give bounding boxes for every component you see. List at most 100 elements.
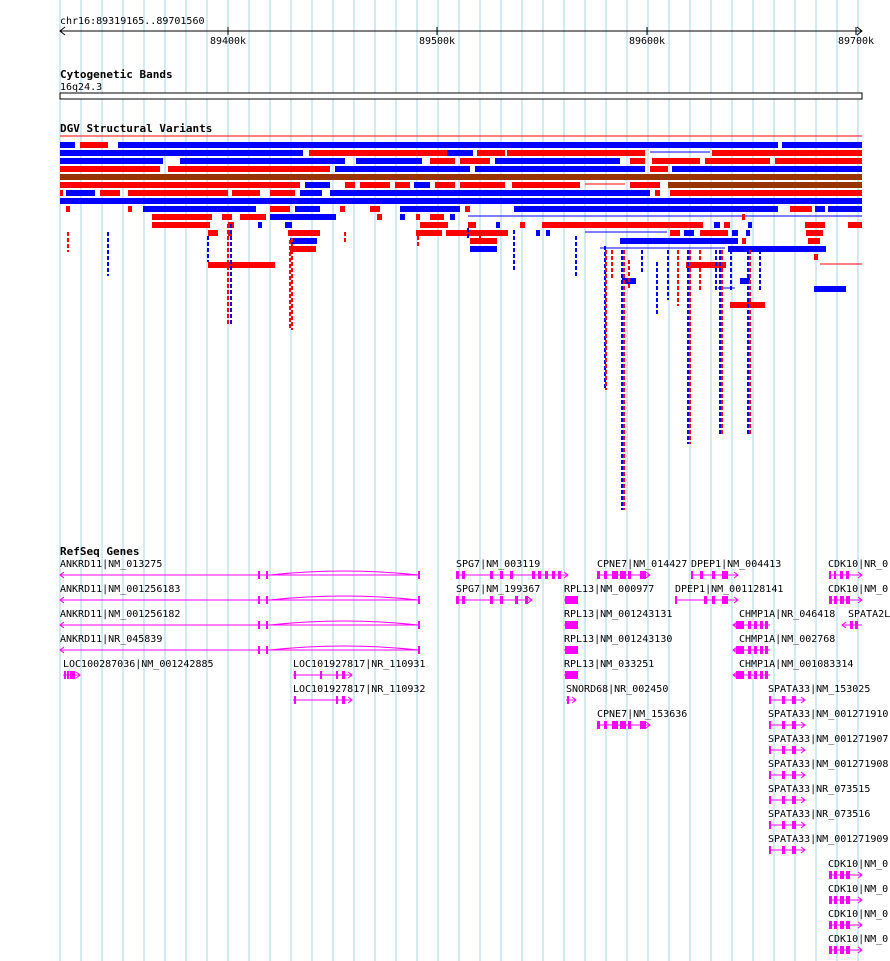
sv-feature[interactable] (152, 222, 210, 228)
gene-label[interactable]: CPNE7|NM_014427 (597, 559, 687, 570)
sv-feature[interactable] (805, 222, 825, 228)
sv-feature[interactable] (290, 246, 316, 252)
sv-feature[interactable] (222, 214, 232, 220)
gene-model[interactable] (564, 596, 578, 604)
ruler[interactable]: chr16:89319165..89701560 89400k 89500k 8… (59, 16, 874, 47)
sv-feature[interactable] (400, 206, 460, 212)
sv-feature[interactable] (672, 166, 862, 172)
gene-label[interactable]: DPEP1|NM_001128141 (675, 584, 783, 595)
sv-feature[interactable] (395, 182, 410, 188)
sv-feature[interactable] (700, 230, 728, 236)
gene-label[interactable]: RPL13|NM_001243131 (564, 609, 672, 620)
sv-feature[interactable] (309, 150, 447, 156)
sv-feature[interactable] (630, 182, 660, 188)
sv-feature[interactable] (60, 182, 300, 188)
sv-feature[interactable] (542, 222, 703, 228)
sv-feature[interactable] (300, 190, 322, 196)
sv-feature[interactable] (128, 190, 228, 196)
sv-feature[interactable] (118, 142, 778, 148)
sv-feature[interactable] (60, 198, 862, 204)
sv-feature[interactable] (668, 182, 862, 188)
sv-feature[interactable] (782, 142, 862, 148)
dgv-track[interactable]: DGV Structural Variants (60, 122, 862, 510)
sv-feature[interactable] (746, 230, 750, 236)
sv-feature[interactable] (100, 190, 120, 196)
sv-feature[interactable] (330, 190, 650, 196)
sv-feature[interactable] (514, 206, 778, 212)
gene-label[interactable]: ANKRD11|NR_045839 (60, 634, 162, 645)
gene-model[interactable] (769, 846, 806, 854)
gene-model[interactable] (564, 646, 578, 654)
gene-model[interactable] (59, 621, 420, 629)
gene-model[interactable] (564, 671, 578, 679)
sv-feature[interactable] (60, 142, 75, 148)
sv-feature[interactable] (507, 150, 645, 156)
gene-label[interactable]: SPATA33|NM_001271909 (768, 834, 888, 845)
sv-feature[interactable] (684, 230, 694, 236)
sv-feature[interactable] (714, 222, 720, 228)
sv-feature[interactable] (724, 222, 730, 228)
gene-model[interactable] (456, 596, 533, 604)
gene-label[interactable]: LOC100287036|NM_001242885 (63, 659, 214, 670)
gene-label[interactable]: RPL13|NM_033251 (564, 659, 654, 670)
gene-label[interactable]: CDK10|NM_0 (828, 859, 888, 870)
sv-feature[interactable] (420, 222, 448, 228)
sv-feature[interactable] (288, 230, 320, 236)
gene-model[interactable] (841, 621, 862, 629)
sv-feature[interactable] (728, 246, 826, 252)
sv-feature[interactable] (670, 190, 862, 196)
gene-model[interactable] (769, 796, 806, 804)
gene-label[interactable]: SPATA33|NM_001271910 (768, 709, 888, 720)
sv-feature[interactable] (258, 222, 262, 228)
gene-model[interactable] (769, 721, 806, 729)
sv-feature[interactable] (377, 214, 382, 220)
sv-feature[interactable] (496, 222, 500, 228)
sv-feature[interactable] (360, 182, 390, 188)
gene-label[interactable]: ANKRD11|NM_001256183 (60, 584, 180, 595)
gene-label[interactable]: SPATA33|NR_073516 (768, 809, 870, 820)
sv-feature[interactable] (60, 166, 160, 172)
sv-feature[interactable] (814, 254, 818, 260)
sv-feature[interactable] (460, 182, 505, 188)
gene-model[interactable] (829, 921, 863, 929)
sv-feature[interactable] (143, 206, 256, 212)
sv-feature[interactable] (828, 206, 862, 212)
sv-feature[interactable] (60, 150, 303, 156)
gene-model[interactable] (769, 696, 806, 704)
sv-feature[interactable] (475, 166, 645, 172)
gene-label[interactable]: LOC101927817|NR_110932 (293, 684, 425, 695)
sv-feature[interactable] (520, 222, 525, 228)
sv-feature[interactable] (652, 158, 700, 164)
gene-label[interactable]: DPEP1|NM_004413 (691, 559, 781, 570)
sv-feature[interactable] (546, 230, 550, 236)
gene-model[interactable] (564, 621, 578, 629)
sv-feature[interactable] (370, 206, 380, 212)
sv-feature[interactable] (414, 182, 430, 188)
gene-model[interactable] (675, 596, 739, 604)
gene-label[interactable]: RPL13|NM_000977 (564, 584, 654, 595)
sv-feature[interactable] (152, 214, 212, 220)
sv-feature[interactable] (208, 262, 275, 268)
gene-label[interactable]: ANKRD11|NM_013275 (60, 559, 162, 570)
sv-feature[interactable] (775, 158, 862, 164)
sv-feature[interactable] (465, 206, 470, 212)
gene-model[interactable] (59, 596, 420, 604)
gene-model[interactable] (293, 696, 353, 704)
sv-feature[interactable] (630, 158, 645, 164)
sv-feature[interactable] (477, 150, 505, 156)
gene-model[interactable] (829, 896, 863, 904)
sv-feature[interactable] (790, 206, 812, 212)
sv-feature[interactable] (435, 182, 455, 188)
sv-feature[interactable] (740, 278, 750, 284)
sv-feature[interactable] (742, 238, 746, 244)
gene-label[interactable]: CHMP1A|NM_001083314 (739, 659, 853, 670)
sv-feature[interactable] (285, 222, 292, 228)
gene-model[interactable] (597, 571, 651, 579)
sv-feature[interactable] (60, 158, 163, 164)
sv-feature[interactable] (232, 190, 260, 196)
sv-feature[interactable] (66, 190, 95, 196)
sv-feature[interactable] (468, 222, 476, 228)
sv-feature[interactable] (470, 238, 497, 244)
gene-label[interactable]: SPATA33|NM_001271907 (768, 734, 888, 745)
sv-feature[interactable] (208, 230, 218, 236)
